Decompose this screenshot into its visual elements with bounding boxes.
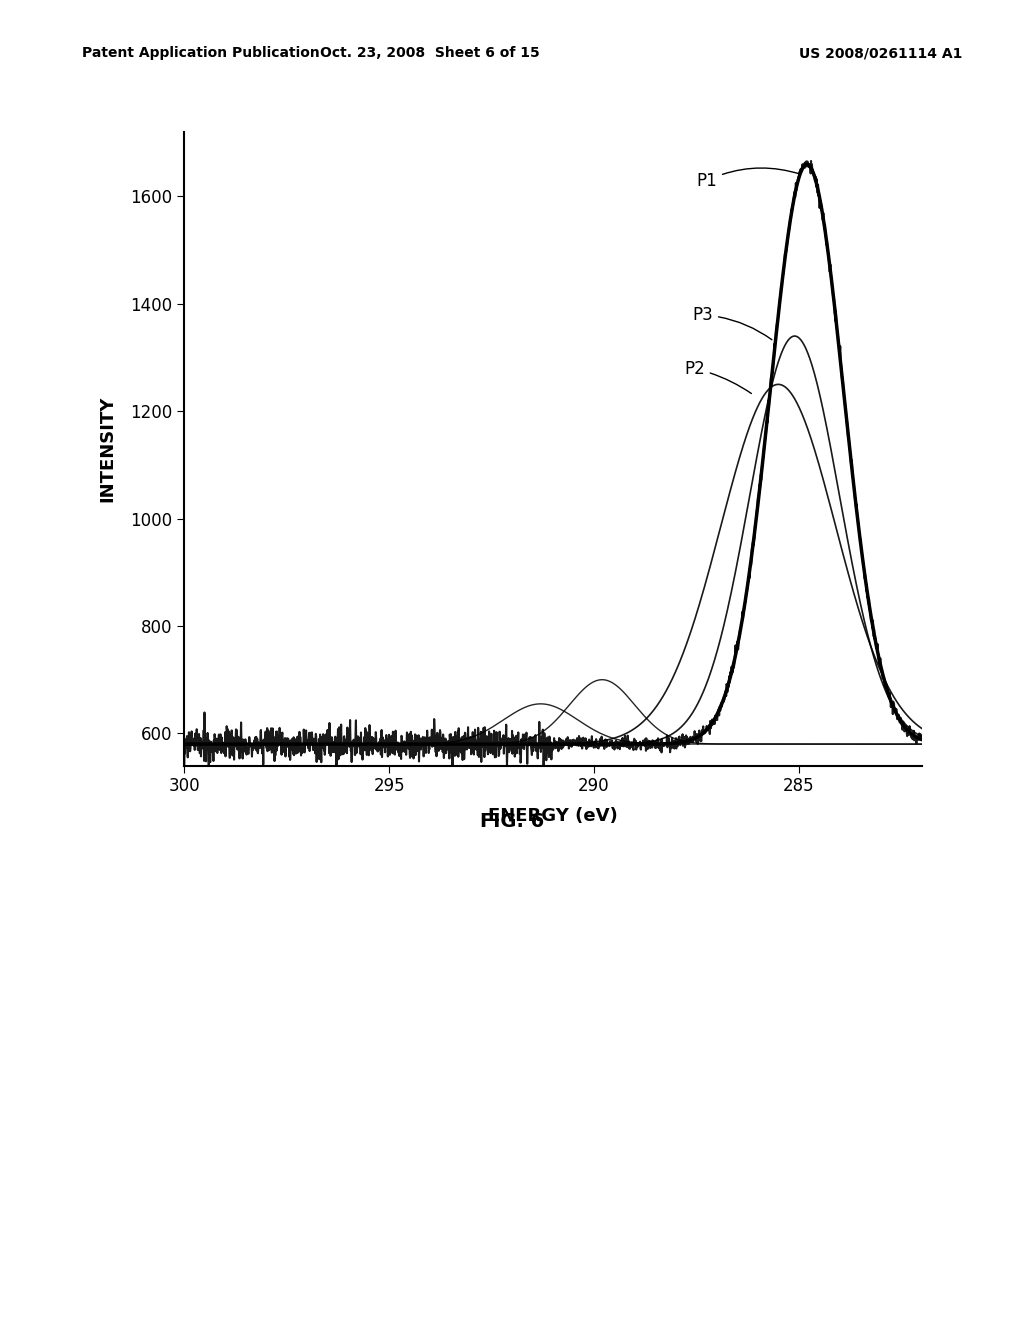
Text: FIG. 6: FIG. 6 — [480, 812, 544, 830]
X-axis label: ENERGY (eV): ENERGY (eV) — [488, 807, 617, 825]
Text: P1: P1 — [696, 168, 800, 190]
Text: Patent Application Publication: Patent Application Publication — [82, 46, 319, 61]
Text: US 2008/0261114 A1: US 2008/0261114 A1 — [799, 46, 963, 61]
Text: P3: P3 — [692, 306, 772, 339]
Y-axis label: INTENSITY: INTENSITY — [98, 396, 117, 502]
Text: Oct. 23, 2008  Sheet 6 of 15: Oct. 23, 2008 Sheet 6 of 15 — [321, 46, 540, 61]
Text: P2: P2 — [684, 359, 752, 393]
